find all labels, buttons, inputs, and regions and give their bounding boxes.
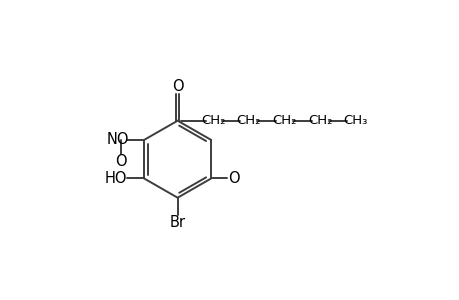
Text: HO: HO <box>105 171 127 186</box>
Text: CH₂: CH₂ <box>272 114 296 127</box>
Text: O: O <box>172 79 183 94</box>
Text: CH₃: CH₃ <box>343 114 367 127</box>
Text: CH₂: CH₂ <box>236 114 261 127</box>
Text: CH₂: CH₂ <box>308 114 332 127</box>
Text: O: O <box>115 154 126 169</box>
Text: NO: NO <box>106 132 129 147</box>
Text: CH₂: CH₂ <box>201 114 225 127</box>
Text: O: O <box>227 171 239 186</box>
Text: Br: Br <box>169 215 185 230</box>
